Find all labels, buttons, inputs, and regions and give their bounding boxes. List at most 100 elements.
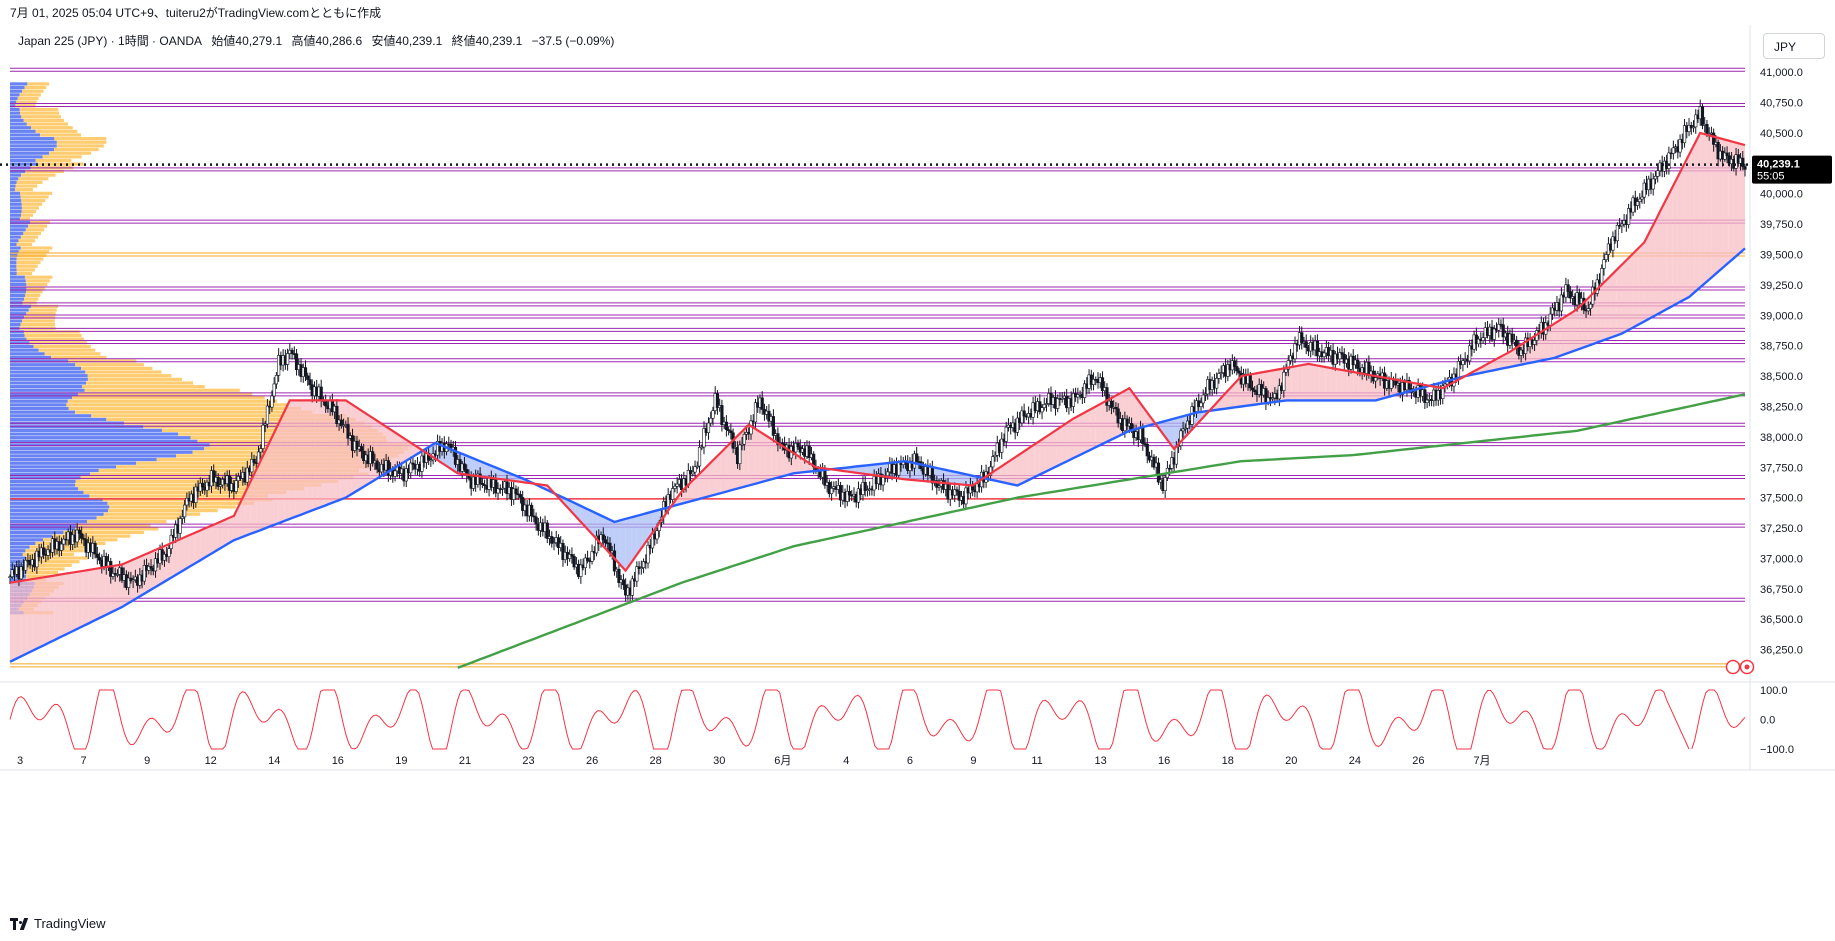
candle-body xyxy=(1248,375,1252,389)
ma-cloud-segment xyxy=(1101,400,1107,445)
volume-profile-buy-bar xyxy=(10,388,85,392)
candle-body xyxy=(409,462,413,474)
volume-profile-sell-bar xyxy=(161,428,379,432)
candle-body xyxy=(200,482,205,488)
ma-cloud-segment xyxy=(704,463,710,498)
candle-body xyxy=(41,547,46,555)
candle-body xyxy=(261,424,265,449)
ma-cloud-segment xyxy=(323,400,330,507)
volume-profile-buy-bar xyxy=(10,282,27,287)
candle-body xyxy=(937,485,941,488)
volume-profile-sell-bar xyxy=(75,410,313,414)
volume-profile-buy-bar xyxy=(10,512,104,516)
candle-body xyxy=(62,538,66,545)
candle-body xyxy=(711,410,715,419)
time-axis-label: 19 xyxy=(395,755,407,767)
volume-profile-buy-bar xyxy=(10,290,27,294)
volume-profile-buy-bar xyxy=(10,96,18,101)
candle-body xyxy=(245,467,249,483)
ma-cloud-segment xyxy=(715,452,721,495)
ma-cloud-segment xyxy=(1017,452,1024,486)
volume-profile-buy-bar xyxy=(10,107,20,112)
volume-profile-sell-bar xyxy=(86,381,194,385)
candle-body xyxy=(1604,254,1608,260)
candle-body xyxy=(80,533,84,539)
ma-cloud-segment xyxy=(43,576,50,646)
ma-cloud-segment xyxy=(1302,363,1309,401)
ma-cloud-segment xyxy=(10,581,16,662)
candle-body xyxy=(1501,324,1505,338)
volume-profile-buy-bar xyxy=(10,483,76,487)
candle-body xyxy=(149,566,153,569)
ma-cloud-segment xyxy=(1073,415,1079,459)
ma-cloud-segment xyxy=(317,400,324,509)
volume-profile-sell-bar xyxy=(25,556,88,560)
volume-profile-buy-bar xyxy=(10,333,25,338)
low-value: 安値40,239.1 xyxy=(371,34,443,48)
ma-cloud-segment xyxy=(569,500,576,516)
candle-body xyxy=(303,367,308,377)
candle-body xyxy=(127,577,131,588)
ma-cloud-segment xyxy=(855,466,861,474)
volume-profile-buy-bar xyxy=(10,545,30,549)
ma-cloud-segment xyxy=(1162,420,1169,442)
symbol-name[interactable]: Japan 225 (JPY) · 1時間 · OANDA xyxy=(18,34,203,48)
currency-button[interactable]: JPY xyxy=(1763,33,1825,59)
candle-body xyxy=(1635,201,1640,206)
candle-body xyxy=(1510,333,1514,343)
volume-profile-buy-bar xyxy=(10,151,50,155)
volume-profile-sell-bar xyxy=(26,286,45,290)
oscillator-axis-label: 0.0 xyxy=(1760,715,1775,727)
candle-body xyxy=(532,515,536,518)
candle-body xyxy=(738,444,742,465)
volume-profile-sell-bar xyxy=(143,425,373,429)
candle-body xyxy=(856,488,861,503)
volume-profile-sell-bar xyxy=(87,377,182,381)
candle-body xyxy=(579,564,583,577)
volume-profile-sell-bar xyxy=(19,93,41,97)
ma-cloud-segment xyxy=(278,411,285,524)
volume-profile-buy-bar xyxy=(10,399,68,403)
ma-cloud-segment xyxy=(1565,312,1572,354)
candle-body xyxy=(95,553,99,558)
candle-body xyxy=(964,487,968,505)
volume-profile-sell-bar xyxy=(42,155,82,159)
ma-cloud-segment xyxy=(468,456,475,476)
candle-body xyxy=(285,353,290,365)
ma-cloud-segment xyxy=(1330,367,1337,401)
candle-body xyxy=(1705,124,1709,134)
volume-profile-sell-bar xyxy=(17,96,39,101)
volume-profile-sell-bar xyxy=(54,147,99,152)
candle-body xyxy=(480,483,484,485)
candle-body xyxy=(1700,106,1705,126)
tradingview-logo[interactable]: TradingView xyxy=(10,916,106,931)
price-axis-label: 40,000.0 xyxy=(1760,189,1803,201)
price-axis-label: 38,500.0 xyxy=(1760,371,1803,383)
volume-profile-sell-bar xyxy=(25,563,72,567)
candle-body xyxy=(180,516,184,519)
ma-cloud-segment xyxy=(1230,382,1236,408)
volume-profile-buy-bar xyxy=(10,549,26,553)
volume-profile-sell-bar xyxy=(24,297,39,301)
volume-profile-sell-bar xyxy=(91,414,347,418)
price-axis-label: 37,500.0 xyxy=(1760,493,1803,505)
candle-body xyxy=(1056,398,1060,409)
candle-body xyxy=(1682,125,1687,144)
candle-body xyxy=(1356,359,1360,369)
candle-body xyxy=(82,538,86,540)
volume-profile-sell-bar xyxy=(26,571,59,575)
candle-body xyxy=(335,405,339,424)
candle-body xyxy=(178,518,182,534)
volume-profile-sell-bar xyxy=(23,231,42,236)
ma-cloud-segment xyxy=(1325,366,1331,401)
ma-cloud-segment xyxy=(793,453,800,474)
volume-profile-buy-bar xyxy=(10,432,179,436)
ma-cloud-segment xyxy=(1649,220,1656,319)
volume-profile-sell-bar xyxy=(26,337,84,341)
candle-body xyxy=(975,483,979,493)
change-value: −37.5 (−0.09%) xyxy=(531,34,615,48)
volume-profile-buy-bar xyxy=(10,348,39,352)
volume-profile-buy-bar xyxy=(10,89,23,93)
volume-profile-sell-bar xyxy=(14,188,33,192)
